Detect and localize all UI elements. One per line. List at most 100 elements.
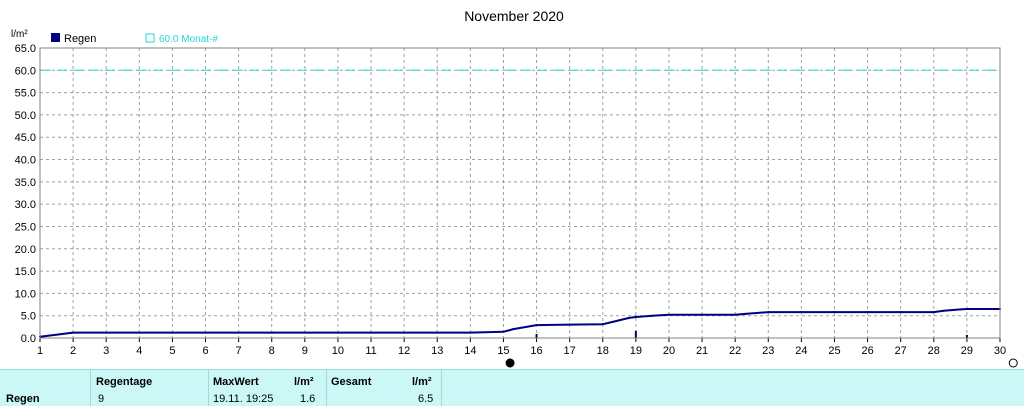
x-tick-label: 19 xyxy=(630,345,642,357)
data-point xyxy=(833,311,836,314)
new-moon-icon xyxy=(505,358,515,368)
data-point xyxy=(767,311,770,314)
x-tick-labels: 1 2 3 4 5 6 7 8 9 10 11 12 13 14 15 16 17 18 19 20 21 22 23 24 2… xyxy=(37,345,1006,357)
y-tick-label: 45.0 xyxy=(15,132,36,144)
x-tick-label: 26 xyxy=(861,345,873,357)
plot-frame xyxy=(39,47,1001,339)
x-tick-label: 4 xyxy=(136,345,142,357)
x-tick-label: 14 xyxy=(464,345,476,357)
rain-chart: November 2020 l/m² Regen 60.0 Monat-# 0.… xyxy=(11,8,1018,368)
maxwert-value: 1.6 xyxy=(300,393,316,405)
data-point xyxy=(634,316,637,319)
data-point xyxy=(601,323,604,326)
summary-table: Regen Regentage 9 MaxWert l/m² 19.11. 19… xyxy=(0,369,1024,406)
x-tick-label: 29 xyxy=(961,345,973,357)
summary-separator xyxy=(326,370,327,406)
x-tick-label: 8 xyxy=(269,345,275,357)
data-point xyxy=(744,312,747,315)
x-tick-label: 15 xyxy=(497,345,509,357)
x-tick-label: 12 xyxy=(398,345,410,357)
daily-rain-bar xyxy=(965,334,968,338)
y-axis-unit-label: l/m² xyxy=(11,29,28,40)
y-tick-label: 20.0 xyxy=(15,244,36,256)
data-point xyxy=(651,314,654,317)
data-point xyxy=(303,331,306,334)
legend-swatch-monat xyxy=(145,33,155,43)
data-point xyxy=(436,331,439,334)
data-point xyxy=(959,308,962,311)
data-point xyxy=(942,309,945,312)
x-tick-label: 18 xyxy=(597,345,609,357)
x-tick-label: 20 xyxy=(663,345,675,357)
data-point xyxy=(502,330,505,333)
maxwert-time: 19.11. 19:25 xyxy=(213,393,274,405)
x-tick-label: 17 xyxy=(564,345,576,357)
plot-area xyxy=(40,48,1000,338)
gesamt-unit: l/m² xyxy=(412,376,432,388)
regentage-header: Regentage xyxy=(96,376,153,388)
data-point xyxy=(469,331,472,334)
data-point xyxy=(72,331,75,334)
y-tick-label: 35.0 xyxy=(15,177,36,189)
data-point xyxy=(932,311,935,314)
x-tick-label: 13 xyxy=(431,345,443,357)
daily-rain-bar xyxy=(535,333,538,338)
y-tick-label: 25.0 xyxy=(15,221,36,233)
x-tick-label: 25 xyxy=(828,345,840,357)
data-point xyxy=(667,313,670,316)
y-tick-label: 40.0 xyxy=(15,155,36,167)
data-point xyxy=(171,331,174,334)
x-tick-label: 11 xyxy=(365,345,376,357)
x-tick-label: 16 xyxy=(530,345,542,357)
data-point xyxy=(535,324,538,327)
grid xyxy=(39,47,1001,342)
x-tick-label: 2 xyxy=(70,345,76,357)
x-tick-label: 23 xyxy=(762,345,774,357)
x-tick-label: 28 xyxy=(928,345,940,357)
legend-label-regen: Regen xyxy=(64,33,96,45)
y-tick-label: 5.0 xyxy=(21,311,36,323)
data-point xyxy=(204,331,207,334)
x-tick-label: 10 xyxy=(332,345,344,357)
y-tick-label: 15.0 xyxy=(15,266,36,278)
data-point xyxy=(138,331,141,334)
data-point xyxy=(734,313,737,316)
x-tick-label: 6 xyxy=(202,345,208,357)
legend-label-monat: 60.0 Monat-# xyxy=(159,34,218,45)
x-tick-label: 24 xyxy=(795,345,807,357)
data-point xyxy=(611,320,614,323)
data-point xyxy=(370,331,373,334)
x-tick-label: 3 xyxy=(103,345,109,357)
data-point xyxy=(800,311,803,314)
legend-swatch-regen xyxy=(51,33,60,42)
legend: Regen 60.0 Monat-# xyxy=(51,33,218,45)
x-tick-label: 21 xyxy=(696,345,708,357)
y-tick-label: 55.0 xyxy=(15,88,36,100)
data-point xyxy=(899,311,902,314)
data-point xyxy=(403,331,406,334)
data-point xyxy=(512,328,515,331)
x-tick-label: 22 xyxy=(729,345,741,357)
daily-markers xyxy=(535,330,968,338)
summary-separator xyxy=(90,370,91,406)
daily-rain-bar xyxy=(634,330,637,338)
x-tick-label: 1 xyxy=(37,345,43,357)
moon-phases xyxy=(505,358,1018,368)
gesamt-value: 6.5 xyxy=(418,393,434,405)
data-point xyxy=(270,331,273,334)
y-tick-labels: 0.0 5.0 10.0 15.0 20.0 25.0 30.0 35.0 40.0 45.0 50… xyxy=(15,43,36,345)
y-tick-label: 0.0 xyxy=(21,333,36,345)
data-point xyxy=(701,313,704,316)
x-tick-label: 5 xyxy=(169,345,175,357)
full-moon-icon xyxy=(1008,358,1018,368)
data-point xyxy=(628,316,631,319)
x-tick-label: 7 xyxy=(236,345,242,357)
x-tick-label: 27 xyxy=(895,345,907,357)
y-tick-label: 50.0 xyxy=(15,110,36,122)
chart-title: November 2020 xyxy=(464,8,564,24)
data-point xyxy=(965,308,968,310)
y-tick-label: 65.0 xyxy=(15,43,36,55)
gesamt-header: Gesamt xyxy=(331,376,372,388)
x-tick-label: 9 xyxy=(302,345,308,357)
data-point xyxy=(237,331,240,334)
